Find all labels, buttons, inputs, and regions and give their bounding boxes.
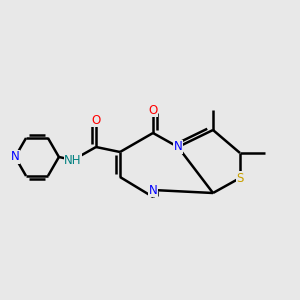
Text: O: O: [92, 113, 100, 127]
Text: S: S: [236, 172, 244, 184]
Text: N: N: [11, 151, 20, 164]
Text: N: N: [174, 140, 182, 154]
Text: O: O: [148, 103, 158, 116]
Text: N: N: [148, 184, 158, 196]
Text: NH: NH: [64, 154, 82, 166]
